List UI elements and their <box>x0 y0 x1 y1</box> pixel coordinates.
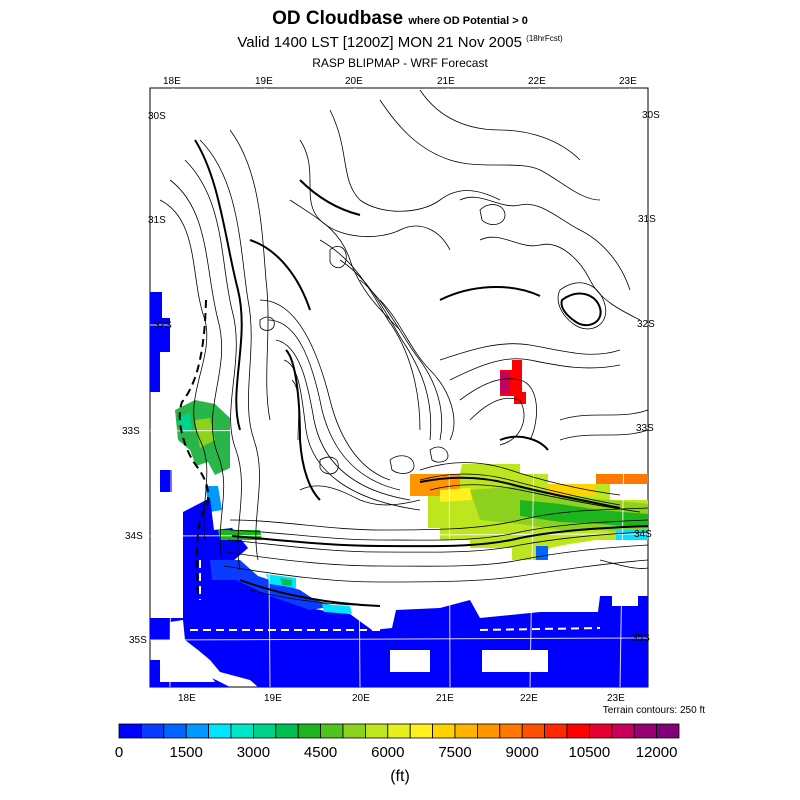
lat-label-left: 30S <box>148 111 166 122</box>
lon-label-bottom: 23E <box>607 693 625 704</box>
colorbar-tick-label: 6000 <box>371 744 405 761</box>
title-main: OD Cloudbase <box>272 8 404 29</box>
lat-label-right: 35S <box>632 633 650 644</box>
lat-label-left: 35S <box>129 635 147 646</box>
colorbar-tick-label: 0 <box>114 744 124 761</box>
lat-label-right: 30S <box>642 110 660 121</box>
map-title: OD Cloudbase where OD Potential > 0 <box>0 8 800 30</box>
lon-label-top: 19E <box>255 76 273 87</box>
forecast-hour: (18hrFcst) <box>526 34 563 43</box>
colorbar-tick-label: 7500 <box>438 744 472 761</box>
colorbar-tick-label: 3000 <box>236 744 271 761</box>
fill-patch <box>536 546 548 560</box>
lon-label-top: 23E <box>619 76 637 87</box>
fill-patch <box>280 578 292 586</box>
model-name: RASP BLIPMAP - WRF Forecast <box>312 56 488 70</box>
terrain-contour-note: Terrain contours: 250 ft <box>602 705 705 716</box>
lon-label-top: 18E <box>163 76 181 87</box>
lat-label-left: 33S <box>122 426 140 437</box>
fill-patch <box>150 292 170 392</box>
lon-label-bottom: 21E <box>436 693 454 704</box>
fill-patch <box>160 470 172 492</box>
lat-label-left: 34S <box>125 531 143 542</box>
lat-label-right: 34S <box>634 529 652 540</box>
fill-patch <box>520 500 648 528</box>
colorbar-tick-label: 9000 <box>505 744 539 761</box>
colorbar-tick-label: 10500 <box>568 744 611 761</box>
lon-label-bottom: 20E <box>352 693 370 704</box>
lat-label-left: 31S <box>148 215 166 226</box>
lat-label-right: 33S <box>636 423 654 434</box>
coastline <box>178 299 210 601</box>
fill-hole <box>160 660 215 682</box>
coastline-white <box>190 560 601 631</box>
title-main-suffix: where OD Potential > 0 <box>408 15 528 27</box>
valid-time: Valid 1400 LST [1200Z] MON 21 Nov 2005 (… <box>0 34 800 51</box>
terrain-contours <box>159 89 649 607</box>
fill-patch <box>500 372 510 394</box>
lon-label-top: 21E <box>437 76 455 87</box>
fill-patch <box>596 474 648 484</box>
colorbar-units: (ft) <box>390 768 410 785</box>
terrain-contours-bold <box>194 139 649 607</box>
fill-patch <box>322 604 352 614</box>
lon-label-bottom: 19E <box>264 693 282 704</box>
colorbar-tick-label: 4500 <box>303 744 338 761</box>
lat-label-right: 32S <box>637 319 655 330</box>
lon-label-top: 22E <box>528 76 546 87</box>
lon-label-bottom: 22E <box>520 693 538 704</box>
fill-hole <box>482 650 548 672</box>
colorbar-tick-label: 1500 <box>169 744 203 761</box>
fill-hole <box>390 650 430 672</box>
lat-label-left: 32S <box>154 320 172 331</box>
lon-label-top: 20E <box>345 76 363 87</box>
lon-label-bottom: 18E <box>178 693 196 704</box>
colorbar-tick-label: 12000 <box>635 744 678 761</box>
fill-patch <box>440 488 472 502</box>
fill-patch <box>548 484 596 496</box>
valid-time-text: Valid 1400 LST [1200Z] MON 21 Nov 2005 <box>237 34 522 51</box>
lat-label-right: 31S <box>638 214 656 225</box>
